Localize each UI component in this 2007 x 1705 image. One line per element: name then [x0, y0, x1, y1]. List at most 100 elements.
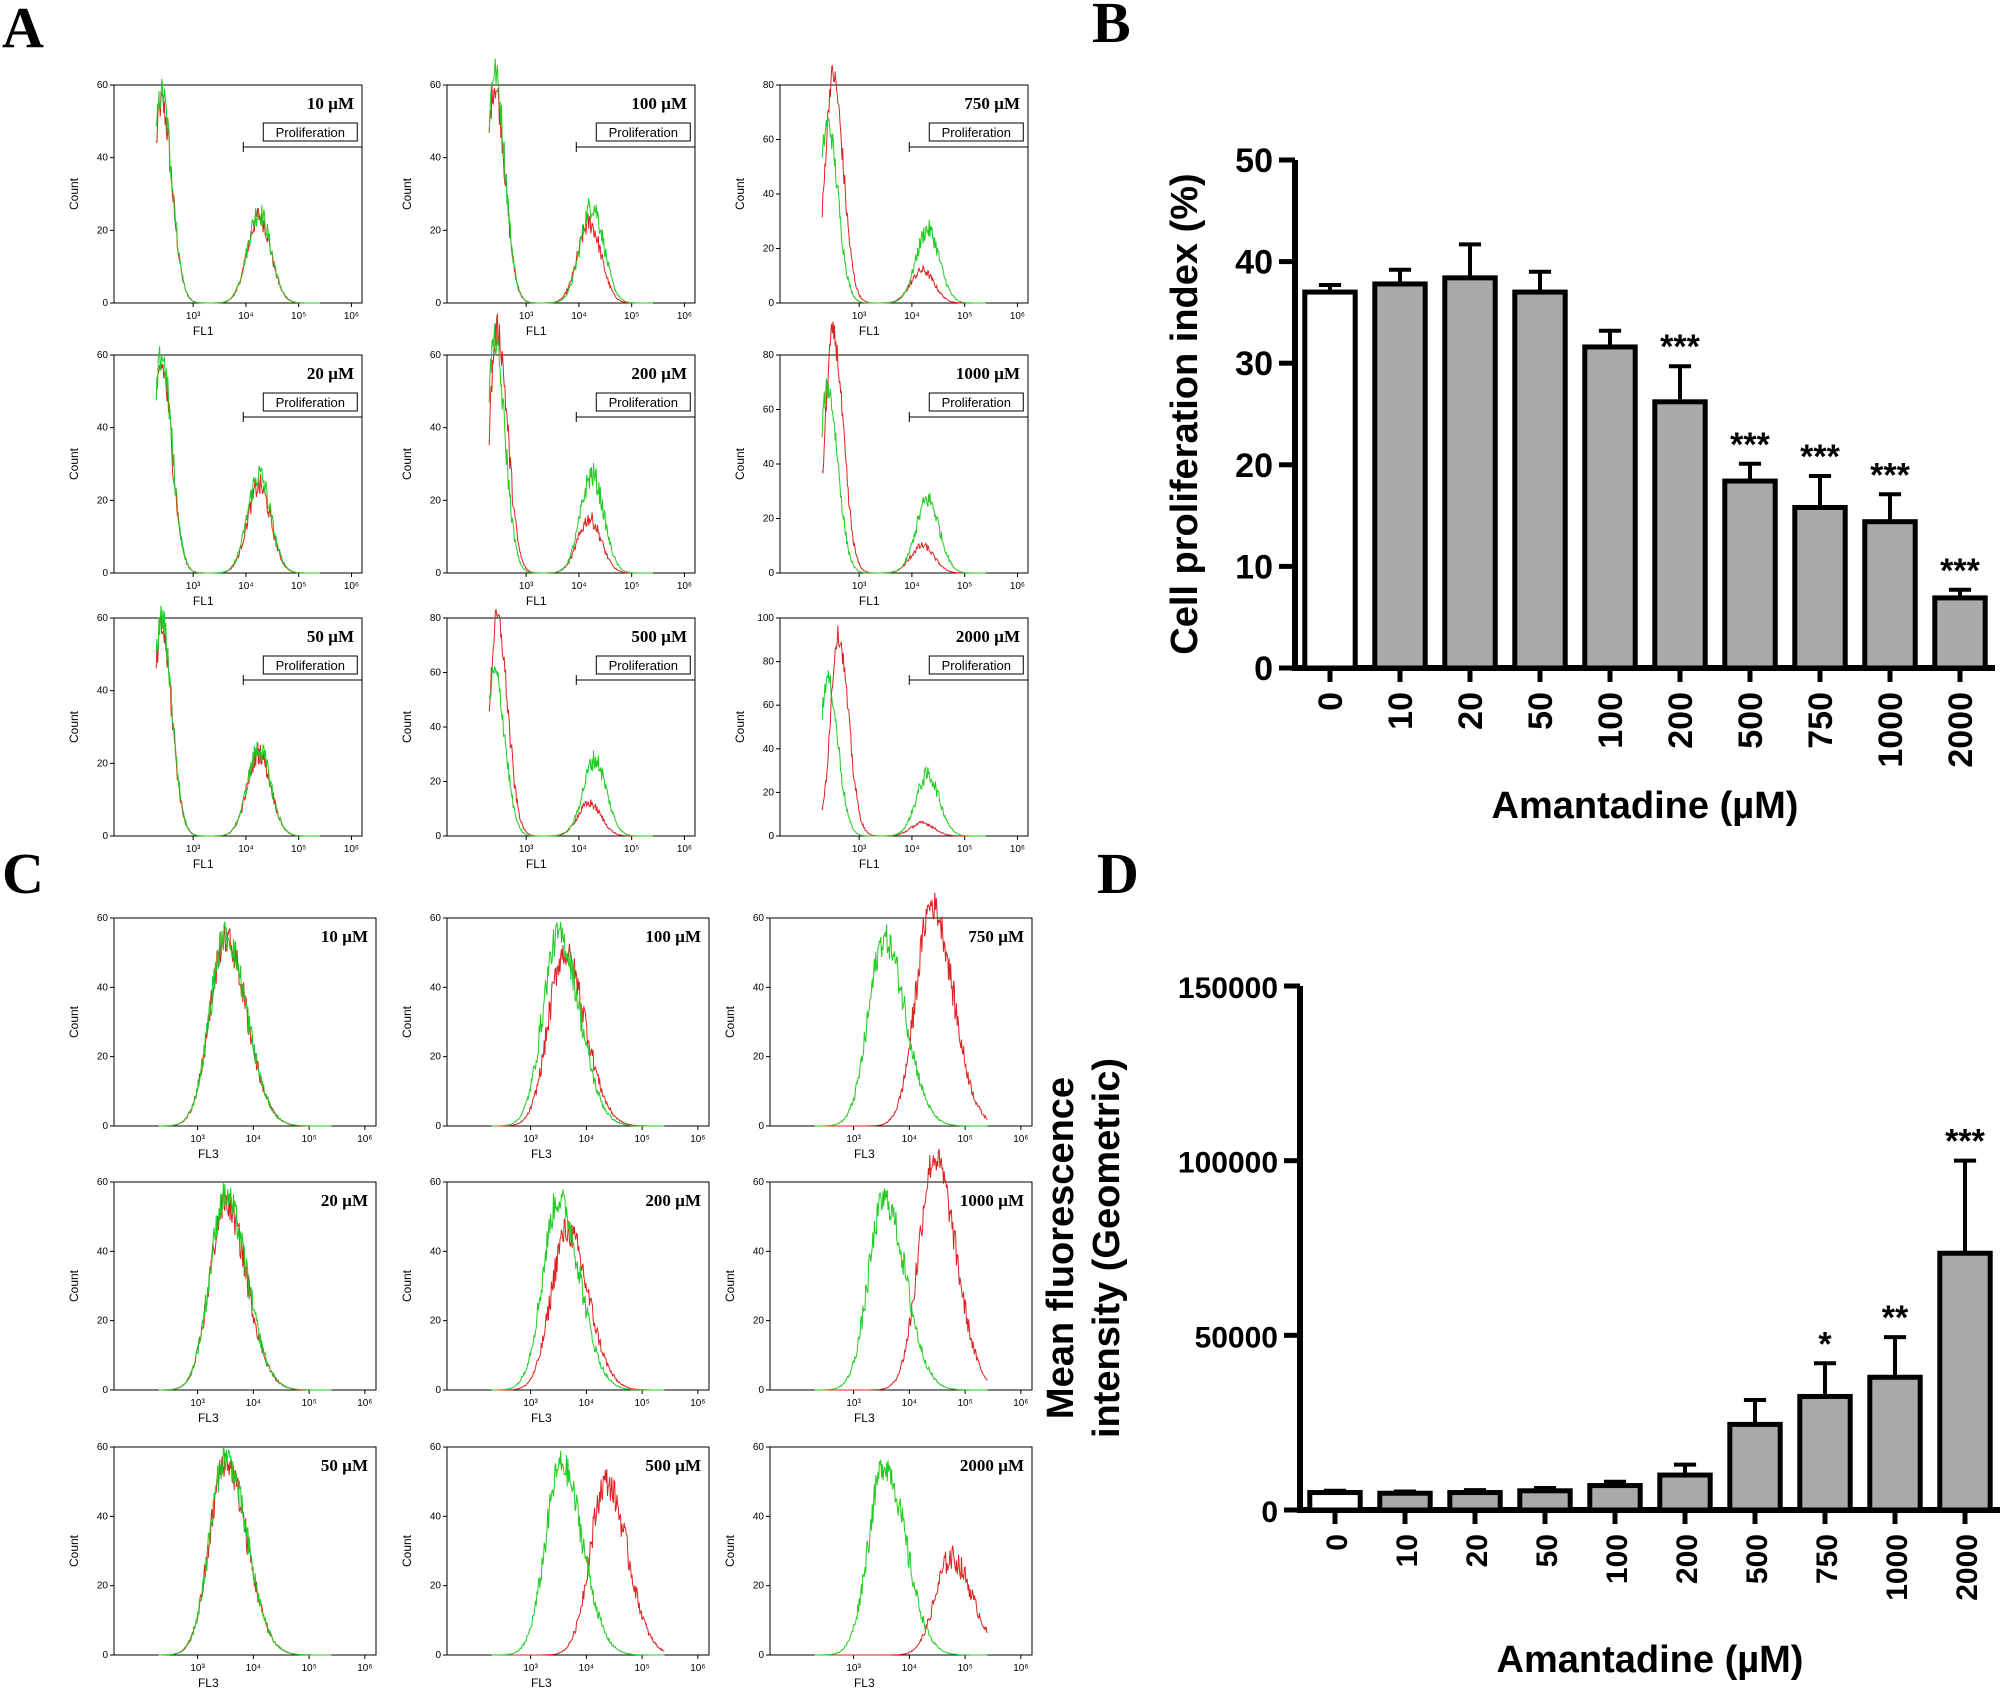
- gate-label-box: [928, 392, 1024, 412]
- y-tick-label: 80: [763, 657, 775, 668]
- y-tick-label: 20: [753, 1316, 765, 1327]
- y-tick-label: 40: [1235, 244, 1273, 282]
- y-tick-label: 40: [430, 1511, 442, 1522]
- red-histogram-curve: [488, 313, 653, 574]
- gate-label-box: [928, 122, 1024, 142]
- significance-marker: ***: [1940, 552, 1980, 590]
- significance-marker: *: [1818, 1325, 1832, 1363]
- green-histogram-curve: [488, 58, 653, 304]
- y-tick-label: 40: [763, 189, 775, 200]
- x-tick-label: 10⁶: [690, 1134, 705, 1145]
- y-tick-label: 20: [430, 777, 442, 788]
- x-tick-label: 750: [1802, 692, 1840, 749]
- bar-1000: [1867, 1374, 1923, 1513]
- x-tick-label: 500: [1732, 692, 1770, 749]
- x-tick-label: 10⁴: [238, 581, 253, 592]
- y-tick-label: 20: [763, 514, 775, 525]
- y-axis-label: Count: [723, 1269, 737, 1302]
- y-tick-label: 50: [1235, 142, 1273, 180]
- concentration-label: 750 µM: [964, 94, 1020, 113]
- concentration-label: 20 µM: [307, 364, 354, 383]
- histogram-frame: [113, 617, 363, 837]
- green-histogram-curve: [491, 1189, 665, 1391]
- significance-marker: ***: [1945, 1123, 1985, 1161]
- gate-label: Proliferation: [609, 395, 678, 410]
- histogram-frame: [446, 84, 696, 304]
- y-tick-label: 0: [102, 1385, 108, 1396]
- y-tick-label: 80: [763, 350, 775, 361]
- y-axis-label: Count: [400, 177, 414, 210]
- gate-label: Proliferation: [276, 395, 345, 410]
- x-axis-label: FL1: [526, 594, 547, 608]
- x-tick-label: 10³: [186, 844, 201, 855]
- x-tick-label: 10: [1382, 692, 1420, 730]
- x-tick-label: 10⁴: [904, 844, 919, 855]
- x-tick-label: 10⁴: [579, 1398, 594, 1409]
- x-tick-label: 10⁵: [291, 581, 306, 592]
- green-histogram-curve: [488, 665, 653, 837]
- y-axis-label: Count: [733, 177, 747, 210]
- x-tick-label: 10³: [519, 311, 534, 322]
- green-histogram-curve: [155, 346, 320, 574]
- x-tick-label: 10⁶: [1013, 1398, 1028, 1409]
- bar-2000: [1937, 1250, 1993, 1513]
- y-tick-label: 60: [763, 135, 775, 146]
- y-tick-label: 40: [97, 153, 109, 164]
- y-tick-label: 60: [97, 613, 109, 624]
- x-tick-label: 200: [1671, 1534, 1704, 1584]
- x-tick-label: 10⁵: [957, 1134, 972, 1145]
- x-axis-label: FL1: [526, 857, 547, 871]
- gate-label-box: [262, 655, 358, 675]
- x-axis-label: FL3: [854, 1411, 875, 1425]
- bar-0: [1307, 1490, 1363, 1513]
- y-tick-label: 20: [97, 1581, 109, 1592]
- bar-200: [1657, 1472, 1713, 1513]
- bar-200: [1652, 399, 1708, 671]
- gate-label: Proliferation: [609, 658, 678, 673]
- y-tick-label: 40: [97, 686, 109, 697]
- red-histogram-curve: [821, 321, 986, 574]
- y-tick-label: 60: [430, 668, 442, 679]
- y-tick-label: 0: [435, 1650, 441, 1661]
- x-tick-label: 10⁵: [624, 311, 639, 322]
- histogram-frame: [113, 84, 363, 304]
- x-tick-label: 10³: [519, 581, 534, 592]
- y-axis-label: Count: [400, 1269, 414, 1302]
- gate-label-box: [595, 655, 691, 675]
- x-tick-label: 10⁶: [1010, 844, 1025, 855]
- concentration-label: 1000 µM: [956, 364, 1020, 383]
- histogram-frame: [446, 354, 696, 574]
- red-histogram-curve: [488, 82, 653, 304]
- red-histogram-curve: [158, 1452, 332, 1656]
- green-histogram-curve: [821, 378, 986, 574]
- histogram-frame: [769, 917, 1033, 1127]
- x-axis-label: FL1: [193, 857, 214, 871]
- y-tick-label: 20: [753, 1581, 765, 1592]
- histogram-a-4: 0 20 40 60 10³ 10⁴ 10⁵ 10⁶ FL1 Count 200 µM Prolife…: [400, 313, 696, 608]
- gate-label-box: [595, 122, 691, 142]
- x-tick-label: 20: [1452, 692, 1490, 730]
- concentration-label: 10 µM: [321, 927, 368, 946]
- histogram-frame: [779, 354, 1029, 574]
- x-tick-label: 10⁴: [579, 1134, 594, 1145]
- y-tick-label: 20: [1235, 447, 1273, 485]
- y-tick-label: 20: [763, 787, 775, 798]
- x-axis-label: FL3: [531, 1147, 552, 1161]
- y-tick-label: 0: [1261, 1496, 1278, 1529]
- concentration-label: 100 µM: [645, 927, 701, 946]
- histogram-grid-a: 0 20 40 60 10³ 10⁴ 10⁵ 10⁶ FL1 Count 10 µM Prolifer…: [67, 58, 1029, 871]
- x-tick-label: 10⁴: [902, 1663, 917, 1674]
- y-tick-label: 40: [430, 722, 442, 733]
- y-tick-label: 150000: [1178, 972, 1278, 1005]
- x-tick-label: 500: [1741, 1534, 1774, 1584]
- y-tick-label: 60: [430, 80, 442, 91]
- y-axis-label: Count: [733, 710, 747, 743]
- y-tick-label: 20: [430, 495, 442, 506]
- y-tick-label: 40: [430, 1246, 442, 1257]
- red-histogram-curve: [491, 943, 665, 1127]
- y-tick-label: 0: [102, 1650, 108, 1661]
- x-tick-label: 10³: [846, 1134, 861, 1145]
- x-tick-label: 1000: [1872, 692, 1910, 768]
- x-tick-label: 10⁵: [301, 1398, 316, 1409]
